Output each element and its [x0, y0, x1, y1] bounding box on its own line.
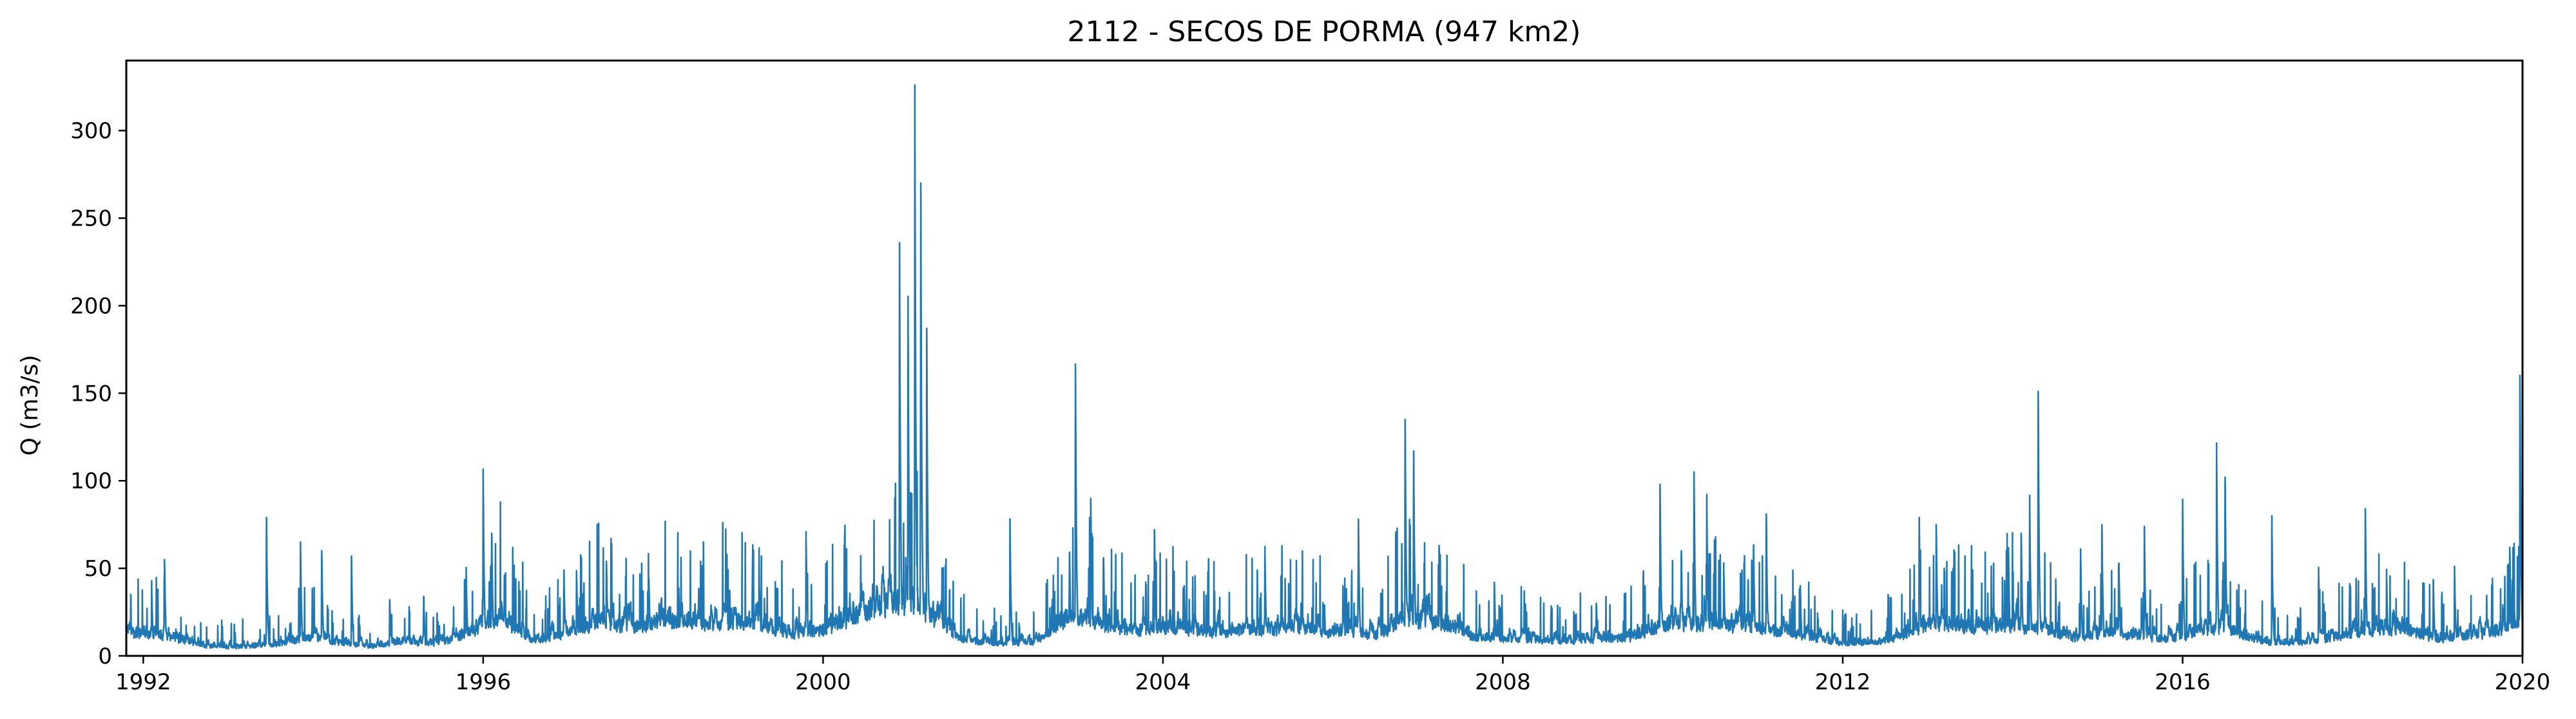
y-tick-label: 150	[70, 381, 112, 407]
y-axis-label: Q (m3/s)	[17, 355, 43, 456]
x-tick-label: 1996	[456, 669, 512, 695]
x-tick-label: 2016	[2155, 669, 2211, 695]
y-tick-label: 50	[84, 556, 112, 582]
y-tick-label: 300	[70, 119, 112, 144]
y-tick-label: 100	[70, 468, 112, 494]
x-tick-label: 2012	[1815, 669, 1871, 695]
x-tick-label: 2004	[1135, 669, 1191, 695]
y-tick-label: 0	[98, 644, 112, 669]
x-tick-label: 2020	[2495, 669, 2551, 695]
series-line	[126, 84, 2523, 650]
chart-title: 2112 - SECOS DE PORMA (947 km2)	[1068, 15, 1581, 48]
x-tick-label: 2008	[1475, 669, 1531, 695]
y-axis-ticks: 0 50 100 150 200 250 300	[70, 119, 126, 669]
plot-frame	[125, 59, 2524, 657]
y-tick-label: 200	[70, 293, 112, 319]
x-axis-ticks: 1992 1996 2000 2004 2008 2012 2016 2020	[115, 656, 2550, 695]
y-tick-label: 250	[70, 206, 112, 232]
x-tick-label: 1992	[115, 669, 171, 695]
x-tick-label: 2000	[795, 669, 851, 695]
